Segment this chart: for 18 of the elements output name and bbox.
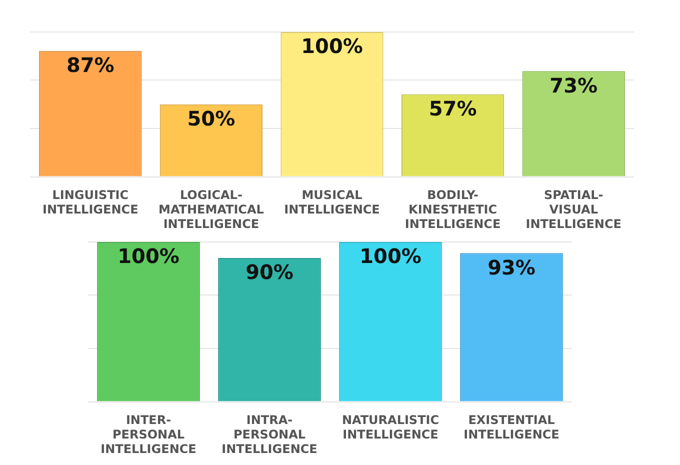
x-tick-label: SPATIAL-VISUAL INTELLIGENCE xyxy=(526,188,622,231)
x-tick-label: INTRA-PERSONAL INTELLIGENCE xyxy=(222,413,318,456)
data-label: 87% xyxy=(66,53,114,78)
data-label: 93% xyxy=(488,255,536,280)
x-tick-label: NATURALISTIC INTELLIGENCE xyxy=(342,413,440,442)
data-label: 90% xyxy=(246,260,294,284)
x-tick-label: MUSICAL INTELLIGENCE xyxy=(284,188,380,217)
data-label: 73% xyxy=(550,73,598,98)
x-tick-label: LINGUISTIC INTELLIGENCE xyxy=(42,188,138,217)
data-label: 57% xyxy=(428,96,477,120)
x-tick-label: LOGICAL-MATHEMATICAL INTELLIGENCE xyxy=(158,188,264,231)
data-label: 50% xyxy=(187,106,236,131)
data-label: 100% xyxy=(118,244,180,268)
data-label: 100% xyxy=(301,34,363,58)
data-label: 100% xyxy=(360,244,422,268)
x-tick-label: EXISTENTIAL INTELLIGENCE xyxy=(464,413,560,442)
x-tick-label: INTER-PERSONAL INTELLIGENCE xyxy=(100,413,196,456)
x-tick-label: BODILY-KINESTHETIC INTELLIGENCE xyxy=(404,188,501,231)
